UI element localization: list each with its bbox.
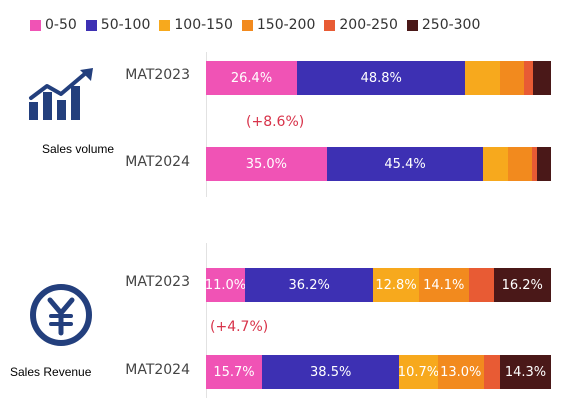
bar-segment-200-250 [483,355,500,389]
bar-segment-200-250 [468,268,494,302]
stacked-bar-revenue-mat2023: 11.0% 36.2% 12.8% 14.1% 16.2% [206,268,551,302]
legend-label: 250-300 [421,17,481,33]
bar-segment-200-250 [531,147,537,181]
bar-segment-250-300: 16.2% [493,268,551,302]
section-title-sales-volume: Sales volume [40,142,117,156]
stacked-bar-volume-mat2023: 26.4% 48.8% [206,61,551,95]
data-label: 12.8% [375,277,417,293]
bar-segment-0-50: 26.4% [206,61,298,95]
data-label: 15.7% [213,364,255,380]
yuan-coin-icon [30,284,92,346]
data-label: 11.0% [206,277,245,293]
bar-segment-100-150: 10.7% [399,355,438,389]
trend-chart-icon [29,68,93,120]
section-title-sales-revenue: Sales Revenue [8,365,94,379]
category-label: MAT2023 [125,274,190,290]
category-label: MAT2023 [125,67,190,83]
legend-item: 50-100 [85,17,151,33]
bar-segment-150-200 [507,147,532,181]
legend-label: 50-100 [100,17,151,33]
bar-segment-0-50: 35.0% [206,147,327,181]
legend-swatch [85,19,97,31]
stacked-bar-volume-mat2024: 35.0% 45.4% [206,147,551,181]
legend-swatch [30,19,41,31]
bar-segment-50-100: 48.8% [297,61,466,95]
data-label: 48.8% [360,70,402,86]
bar-segment-200-250 [524,61,533,95]
legend: 0-50 50-100 100-150 150-200 200-250 250-300 [30,14,489,36]
stacked-bar-revenue-mat2024: 15.7% 38.5% 10.7% 13.0% 14.3% [206,355,551,389]
legend-label: 200-250 [339,17,398,33]
bar-segment-50-100: 36.2% [245,268,374,302]
data-label: 13.0% [440,364,482,380]
bar-segment-100-150 [465,61,500,95]
bar-segment-0-50: 15.7% [206,355,262,389]
legend-item: 0-50 [30,17,77,33]
bar-segment-100-150 [483,147,508,181]
data-label: 16.2% [501,277,543,293]
bar-segment-150-200: 13.0% [437,355,484,389]
legend-label: 100-150 [174,17,233,33]
bar-segment-250-300: 14.3% [499,355,551,389]
data-label: 36.2% [288,277,330,293]
category-label: MAT2024 [125,362,190,378]
legend-swatch [324,19,336,31]
legend-label: 0-50 [45,17,77,33]
legend-item: 100-150 [159,17,233,33]
data-label: 45.4% [384,156,426,172]
data-label: 14.1% [423,277,465,293]
bar-segment-100-150: 12.8% [373,268,419,302]
legend-swatch [241,19,253,31]
data-label: 14.3% [504,364,547,380]
data-label: 38.5% [310,364,352,380]
bar-segment-0-50: 11.0% [206,268,245,302]
divider-line [206,52,207,197]
bar-segment-250-300 [536,147,551,181]
legend-item: 200-250 [324,17,398,33]
data-label: 26.4% [230,70,273,86]
legend-label: 150-200 [256,17,316,33]
data-label: 10.7% [399,364,438,380]
legend-item: 150-200 [241,17,316,33]
category-label: MAT2024 [125,154,190,170]
bar-segment-50-100: 38.5% [262,355,400,389]
bar-segment-250-300 [532,61,551,95]
growth-annotation: (+8.6%) [246,114,305,130]
bar-segment-150-200: 14.1% [418,268,469,302]
growth-annotation: (+4.7%) [210,319,269,335]
divider-line [206,243,207,398]
legend-swatch [159,19,171,31]
legend-item: 250-300 [406,17,481,33]
legend-swatch [406,19,418,31]
bar-segment-150-200 [499,61,525,95]
bar-segment-50-100: 45.4% [326,147,484,181]
data-label: 35.0% [245,156,288,172]
